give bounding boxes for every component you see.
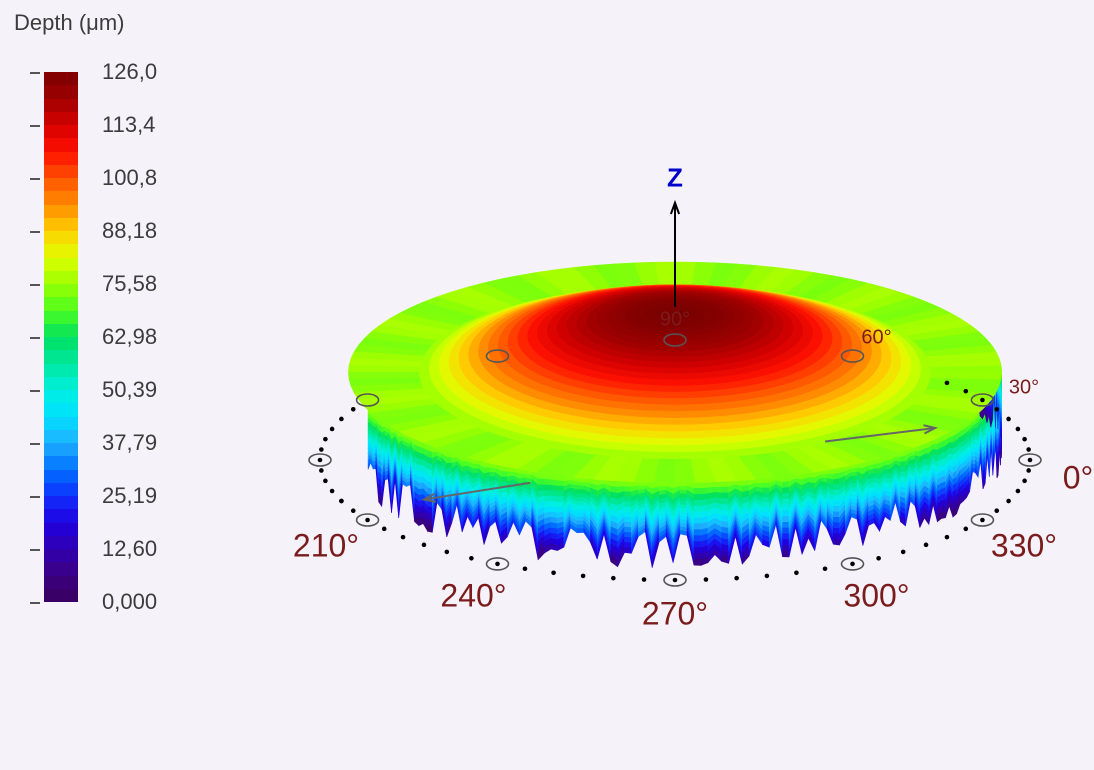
legend-ticks bbox=[30, 72, 44, 602]
legend-value: 126,0 bbox=[102, 59, 157, 85]
legend-value: 100,8 bbox=[102, 165, 157, 191]
angle-label: 240° bbox=[440, 577, 506, 614]
legend-body: 126,0113,4100,888,1875,5862,9850,3937,79… bbox=[30, 72, 210, 602]
legend-value: 37,79 bbox=[102, 430, 157, 456]
legend-title: Depth (μm) bbox=[14, 10, 210, 36]
angle-label: 330° bbox=[991, 528, 1057, 565]
legend-value: 25,19 bbox=[102, 483, 157, 509]
z-axis-label: Z bbox=[667, 162, 683, 193]
legend-value: 88,18 bbox=[102, 218, 157, 244]
legend-value: 75,58 bbox=[102, 271, 157, 297]
angle-label: 90° bbox=[660, 308, 690, 331]
angle-label: 30° bbox=[1009, 376, 1039, 399]
legend-value: 50,39 bbox=[102, 377, 157, 403]
depth-3d-plot: 0°30°60°90°210°240°270°300°330° Z bbox=[240, 130, 1060, 690]
angle-label: 60° bbox=[861, 327, 891, 350]
legend-value: 113,4 bbox=[102, 112, 155, 138]
angle-label: 270° bbox=[642, 596, 708, 633]
legend-value: 0,000 bbox=[102, 589, 157, 615]
depth-legend: Depth (μm) 126,0 113,4 100,8 88,18 75,58 62,9… bbox=[0, 10, 210, 602]
colorbar bbox=[44, 72, 78, 602]
angle-label: 300° bbox=[843, 577, 909, 614]
legend-value: 12,60 bbox=[102, 536, 157, 562]
angle-label: 210° bbox=[293, 528, 359, 565]
angle-label: 0° bbox=[1063, 460, 1094, 497]
legend-value: 62,98 bbox=[102, 324, 157, 350]
